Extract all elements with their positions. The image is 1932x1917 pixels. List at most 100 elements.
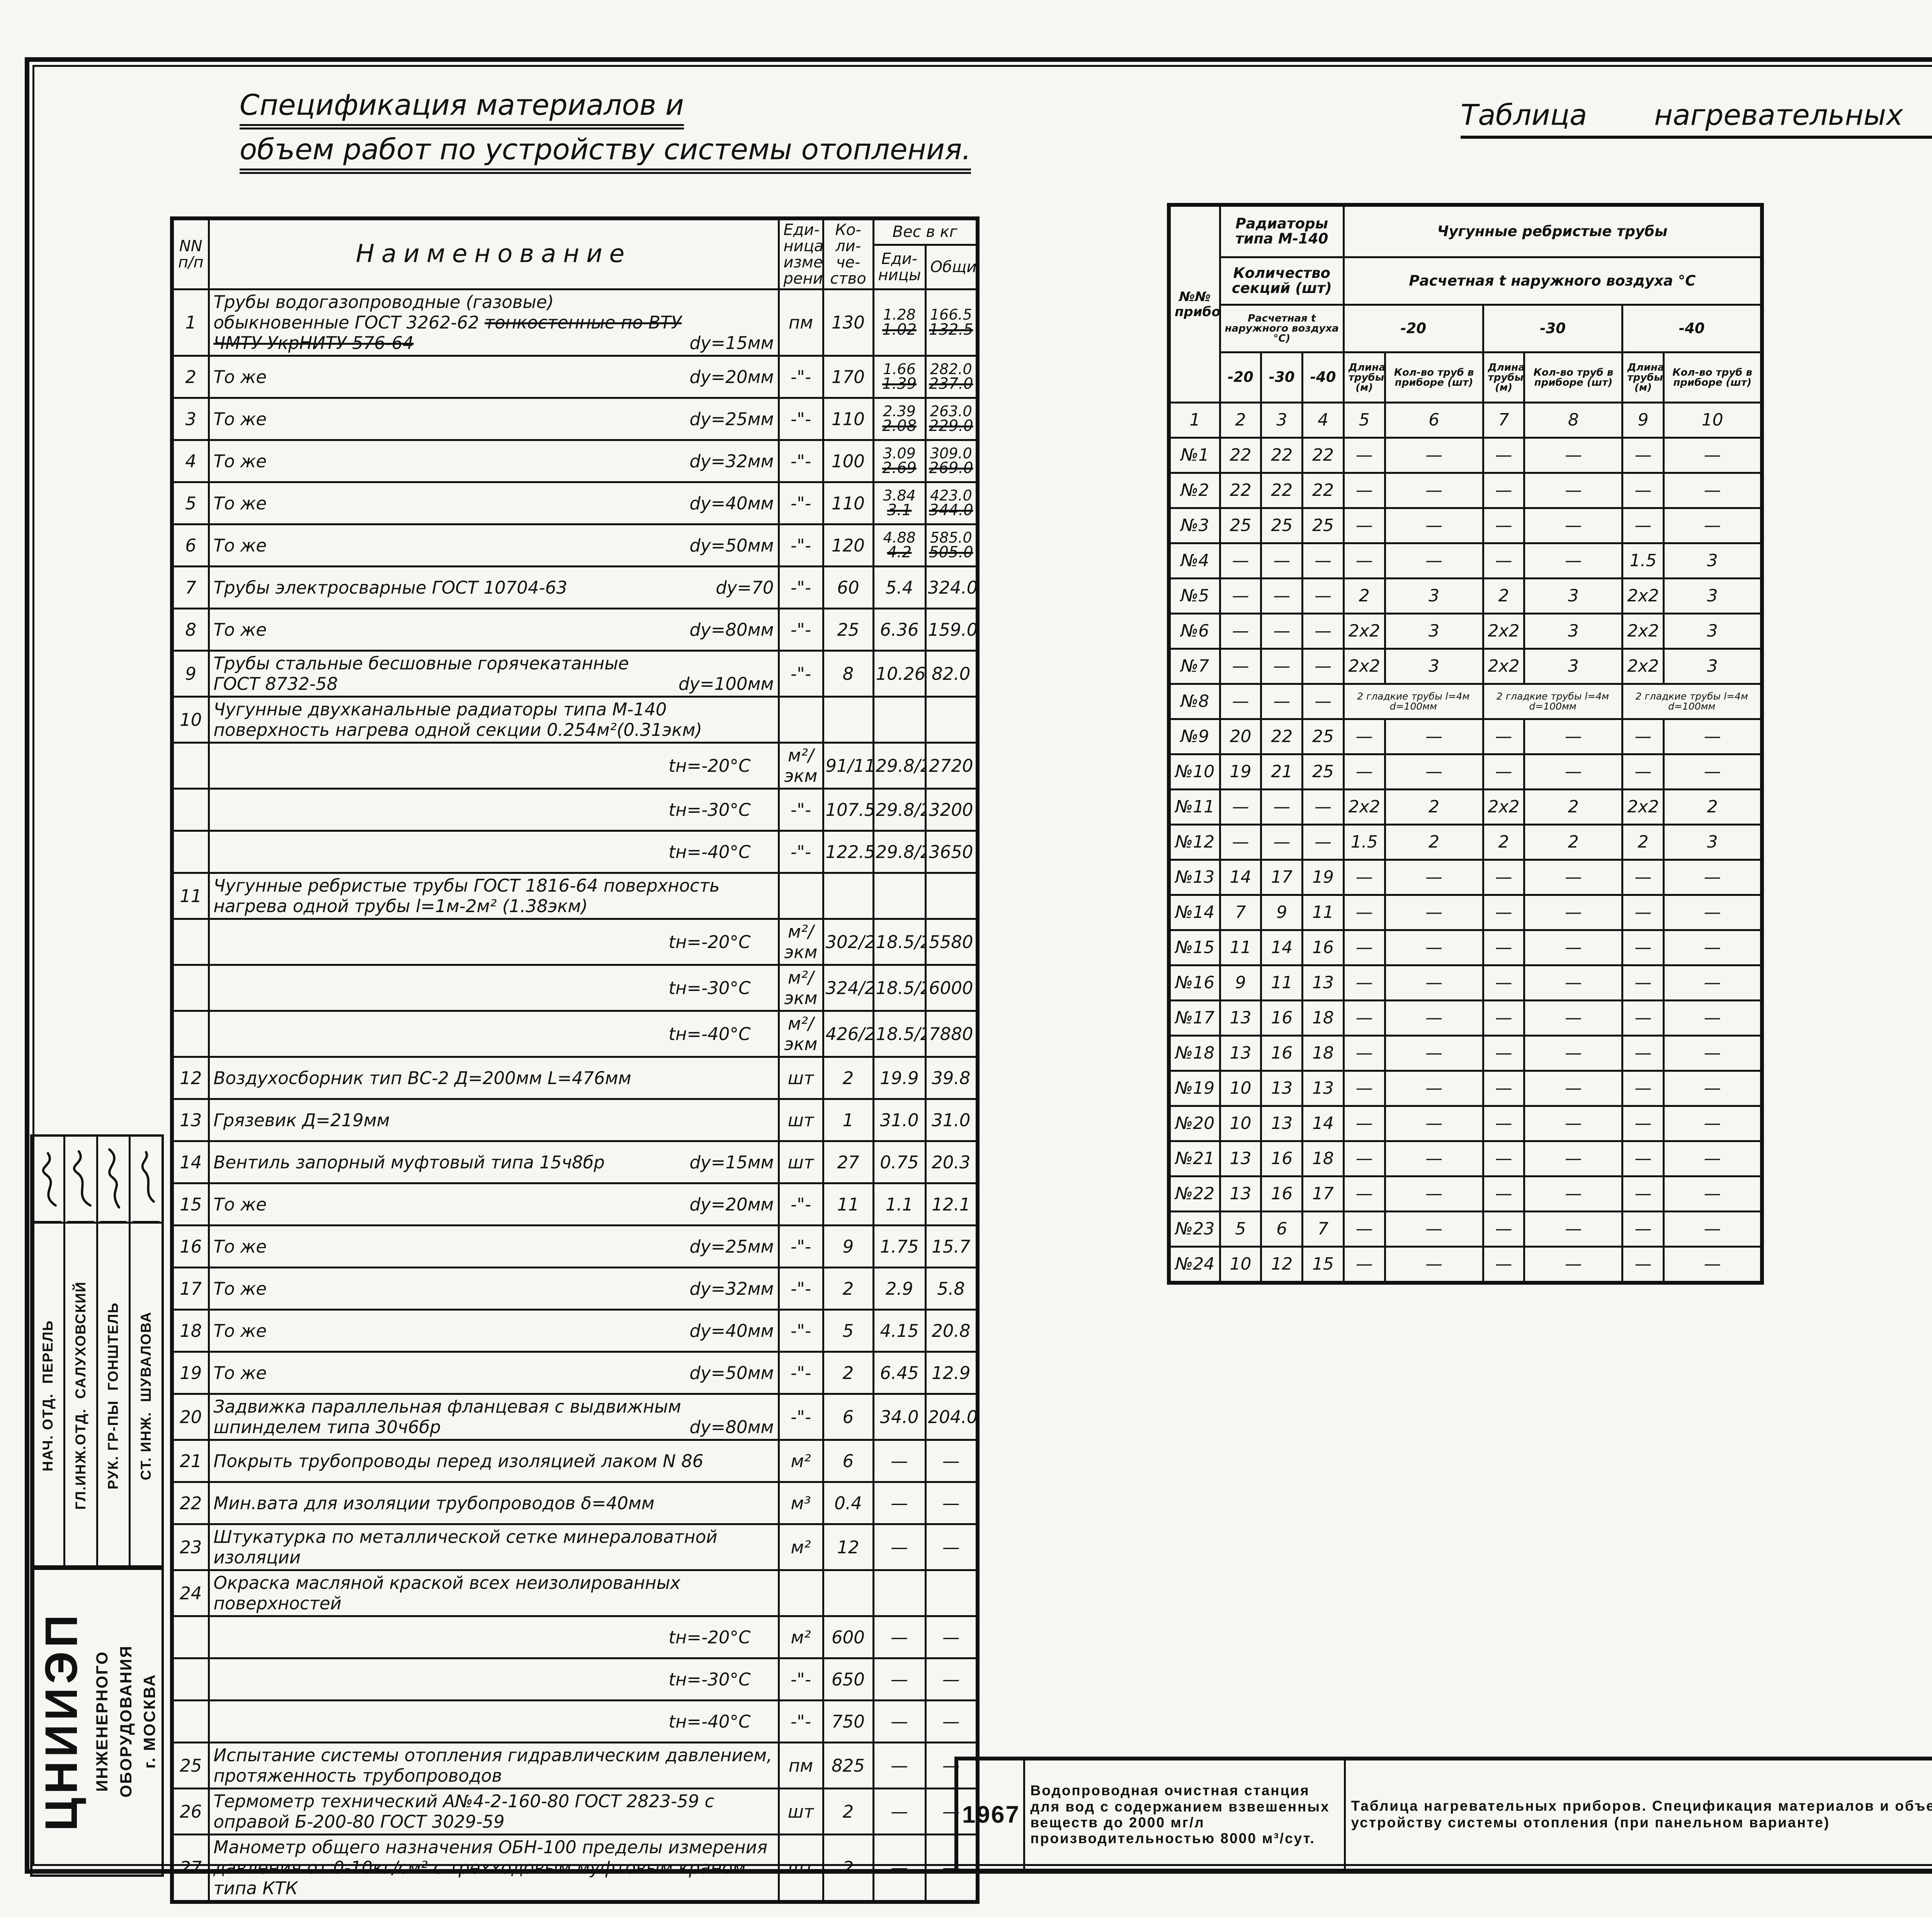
spec-table-row: 4 То же dy=32мм -"- 100 3.09 2.69 309.0 269.0 bbox=[171, 439, 979, 483]
heat-value-cell: 22 bbox=[1219, 437, 1262, 474]
spec-row-number: 15 bbox=[171, 1182, 210, 1226]
heat-device-number: №19 bbox=[1168, 1070, 1221, 1107]
heat-col-devices: №№ приборов bbox=[1175, 289, 1220, 320]
heat-value-cell: — bbox=[1219, 577, 1262, 615]
heat-value-cell: 2x2 bbox=[1482, 613, 1526, 650]
spec-item-name: Задвижка параллельная фланцевая с выдвиж… bbox=[207, 1393, 780, 1441]
spec-item-name: Испытание системы отопления гидравлическ… bbox=[207, 1742, 780, 1789]
heat-value-cell: 3 bbox=[1663, 542, 1763, 579]
heat-value-cell: 2 bbox=[1523, 788, 1624, 826]
spec-col-weight: Вес в кг bbox=[872, 217, 979, 246]
spec-unit-weight: 1.1 bbox=[872, 1182, 927, 1226]
heat-value-cell: 11 bbox=[1219, 929, 1262, 966]
spec-table-row: 11 Чугунные ребристые трубы ГОСТ 1816-64 … bbox=[171, 872, 979, 920]
spec-unit-weight: 2.39 2.08 bbox=[872, 397, 927, 441]
signature-icon bbox=[98, 1137, 129, 1224]
heat-value-cell: — bbox=[1482, 999, 1526, 1037]
heat-value-cell: 3 bbox=[1523, 577, 1624, 615]
heating-devices-table-1: №№ приборов Радиаторы типа М-140 Чугунны… bbox=[1167, 203, 1764, 1285]
spec-unit-weight: 1.28 1.02 bbox=[872, 288, 927, 357]
heat-value-cell: — bbox=[1663, 1140, 1763, 1177]
heat-table-title: Таблица нагревательных приборов bbox=[1461, 99, 1932, 139]
spec-unit-weight bbox=[872, 1569, 927, 1617]
heat-value-cell: 13 bbox=[1219, 1140, 1262, 1177]
spec-table-row: 14 Вентиль запорный муфтовый типа 15ч8бр … bbox=[171, 1140, 979, 1184]
spec-row-number bbox=[171, 1699, 210, 1743]
staff-signature-block: НАЧ. ОТД. ПЕРЕЛЬ ГЛ.ИНЖ.ОТД. САЛУХОВСКИЙ… bbox=[30, 1134, 164, 1570]
heat-value-cell: — bbox=[1523, 964, 1624, 1001]
heat-value-cell: — bbox=[1621, 1140, 1665, 1177]
heat-value-cell: 10 bbox=[1219, 1246, 1262, 1284]
heat-table-row: №22 13 16 17— — — — — — bbox=[1168, 1175, 1763, 1212]
spec-unit-weight: 10.26 bbox=[872, 650, 927, 698]
heat-col-number: 5 bbox=[1342, 402, 1386, 439]
spec-unit: м²/экм bbox=[777, 964, 824, 1012]
spec-row-number bbox=[171, 788, 210, 832]
spec-qty: 2 bbox=[822, 1834, 874, 1903]
spec-unit: шт bbox=[777, 1834, 824, 1903]
heat-value-cell: 2 bbox=[1621, 824, 1665, 861]
spec-unit: -"- bbox=[777, 355, 824, 399]
heat-value-cell: — bbox=[1384, 964, 1484, 1001]
spec-row-number: 2 bbox=[171, 355, 210, 399]
heat-value-cell: 3 bbox=[1663, 824, 1763, 861]
heat-value-cell: — bbox=[1663, 1175, 1763, 1212]
spec-unit: м² bbox=[777, 1523, 824, 1571]
spec-total-weight: 2720 bbox=[924, 742, 979, 790]
heat-table-row: №4— — — — — — —1.5 3 bbox=[1168, 542, 1763, 579]
spec-total-weight: 12.9 bbox=[924, 1351, 979, 1395]
heat-col-number: 7 bbox=[1482, 402, 1526, 439]
heat-device-number: №22 bbox=[1168, 1175, 1221, 1212]
heat-value-cell: — bbox=[1384, 1035, 1484, 1072]
heat-value-cell: — bbox=[1663, 1246, 1763, 1284]
spec-table-row: 19 То же dy=50мм -"- 2 6.45 12.9 bbox=[171, 1351, 979, 1395]
heat-value-cell: — bbox=[1342, 1175, 1386, 1212]
heat-value-cell: — bbox=[1342, 718, 1386, 755]
institute-city: г. МОСКВА bbox=[140, 1674, 159, 1769]
heat-value-cell: — bbox=[1384, 718, 1484, 755]
heat-len-label: Длина трубы (м) bbox=[1621, 351, 1665, 403]
spec-total-weight: 423.0 344.0 bbox=[924, 481, 979, 525]
heat-value-cell: 18 bbox=[1301, 1035, 1345, 1072]
spec-qty: 750 bbox=[822, 1699, 874, 1743]
spec-row-number: 11 bbox=[171, 872, 210, 920]
heat-device-number: №10 bbox=[1168, 753, 1221, 790]
spec-item-name: Трубы электросварные ГОСТ 10704-63 dy=70 bbox=[207, 565, 780, 609]
spec-col-name: Наименование bbox=[207, 217, 780, 290]
spec-table-row: 13 Грязевик Д=219мм шт 1 31.0 31.0 bbox=[171, 1098, 979, 1142]
heat-value-cell: 12 bbox=[1260, 1246, 1304, 1284]
heat-value-cell: 22 bbox=[1301, 437, 1345, 474]
heat-value-cell: — bbox=[1663, 507, 1763, 544]
heat-value-cell: — bbox=[1342, 753, 1386, 790]
heat-table-row: №14 7 9 11— — — — — — bbox=[1168, 894, 1763, 931]
heat-col-number: 6 bbox=[1384, 402, 1484, 439]
spec-qty: 91/111 bbox=[822, 742, 874, 790]
heat-value-cell: 1.5 bbox=[1342, 824, 1386, 861]
heat-value-cell: — bbox=[1663, 929, 1763, 966]
spec-table-row: 27 Манометр общего назначения ОБН-100 пре… bbox=[171, 1834, 979, 1903]
heat-table-row: №20 10 13 14— — — — — — bbox=[1168, 1105, 1763, 1142]
spec-unit-weight: 0.75 bbox=[872, 1140, 927, 1184]
spec-unit: пм bbox=[777, 288, 824, 357]
spec-unit-weight: — bbox=[872, 1481, 927, 1525]
spec-unit: шт bbox=[777, 1098, 824, 1142]
spec-row-number: 10 bbox=[171, 696, 210, 744]
heat-device-number: №20 bbox=[1168, 1105, 1221, 1142]
spec-row-number bbox=[171, 1657, 210, 1701]
heat-value-cell: — bbox=[1482, 964, 1526, 1001]
title-block: 1967 Водопроводная очистная станция для … bbox=[954, 1757, 1932, 1873]
heat-table-row: №23 5 6 7— — — — — — bbox=[1168, 1210, 1763, 1248]
heat-value-cell: 18 bbox=[1301, 999, 1345, 1037]
title-block-year: 1967 bbox=[955, 1757, 1025, 1872]
staff-role-name: ГЛ.ИНЖ.ОТД. САЛУХОВСКИЙ bbox=[72, 1281, 88, 1510]
heat-value-cell: — bbox=[1219, 824, 1262, 861]
heat-value-cell: — bbox=[1342, 859, 1386, 896]
heat-value-cell: — bbox=[1342, 1035, 1386, 1072]
spec-table-row: 26 Термометр технический А№4-2-160-80 ГОС… bbox=[171, 1788, 979, 1835]
heat-device-number: №1 bbox=[1168, 437, 1221, 474]
spec-table-row: 3 То же dy=25мм -"- 110 2.39 2.08 263.0 229.0 bbox=[171, 397, 979, 441]
spec-unit-weight: 5.4 bbox=[872, 565, 927, 609]
heat-len-label: Длина трубы (м) bbox=[1482, 351, 1526, 403]
heat-value-cell: — bbox=[1621, 894, 1665, 931]
